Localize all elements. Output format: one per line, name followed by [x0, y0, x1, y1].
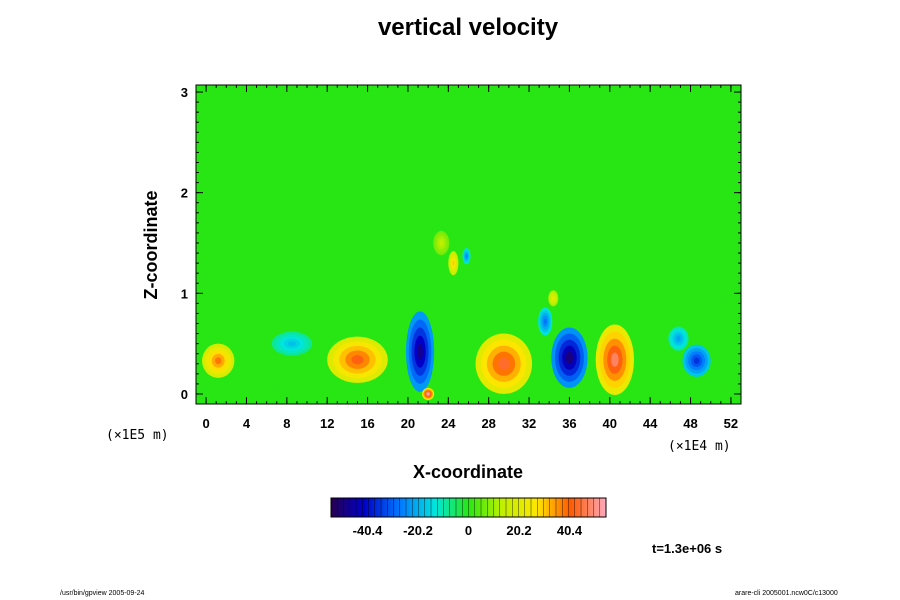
heatmap-cell-5 — [551, 327, 588, 388]
colorbar-tick-label: -40.4 — [353, 523, 383, 538]
colorbar-ticks: -40.4 -20.2 0 20.2 40.4 — [330, 498, 607, 538]
heatmap-cell-4 — [475, 333, 533, 394]
heatmap-contour — [693, 357, 700, 364]
heatmap-cell-14 — [433, 230, 450, 256]
heatmap-contour — [565, 351, 574, 364]
colorbar-tick-label: 0 — [465, 523, 472, 538]
y-tick-label: 1 — [181, 286, 188, 301]
x-axis-unit: (×1E4 m) — [668, 439, 731, 454]
heatmap-cell-13 — [422, 387, 435, 400]
heatmap-cell-11 — [538, 307, 553, 336]
y-axis-title: Z-coordinate — [141, 190, 161, 299]
x-tick-label: 12 — [320, 416, 334, 431]
heatmap-contour — [214, 357, 222, 365]
heatmap-cell-0 — [202, 343, 235, 378]
x-tick-label: 8 — [283, 416, 290, 431]
x-tick-label: 48 — [683, 416, 697, 431]
heatmap-contour — [417, 343, 423, 360]
x-tick-label: 32 — [522, 416, 536, 431]
heatmap-cell-9 — [448, 251, 459, 276]
heatmap-cell-10 — [462, 248, 471, 265]
x-tick-label: 44 — [643, 416, 658, 431]
chart-title: vertical velocity — [377, 14, 559, 41]
footer-left: /usr/bin/gpview 2005-09-24 — [60, 590, 145, 597]
heatmap-contour — [287, 341, 296, 347]
heatmap-cell-2 — [327, 336, 388, 383]
colorbar-tick-label: 40.4 — [557, 523, 583, 538]
x-tick-label: 0 — [202, 416, 209, 431]
heatmap-contour — [452, 260, 455, 266]
heatmap-contour — [498, 357, 510, 370]
x-tick-label: 40 — [603, 416, 617, 431]
x-tick-label: 4 — [243, 416, 251, 431]
time-label: t=1.3e+06 s — [652, 541, 722, 556]
y-tick-label: 0 — [181, 387, 188, 402]
x-tick-label: 16 — [360, 416, 374, 431]
heatmap-contour — [465, 254, 468, 258]
y-tick-label: 3 — [181, 85, 188, 100]
heatmap-cell-12 — [548, 290, 559, 307]
x-axis-title: X-coordinate — [413, 462, 523, 482]
x-tick-label: 52 — [724, 416, 738, 431]
heatmap-contour — [426, 392, 430, 396]
heatmap-cell-1 — [271, 331, 313, 356]
heatmap-background — [196, 85, 741, 404]
x-tick-label: 36 — [562, 416, 576, 431]
heatmap-contour — [351, 355, 364, 365]
x-tick-label: 28 — [481, 416, 495, 431]
heatmap-contour — [676, 336, 681, 342]
footer-right: arare-cli 2005001.ncw0C/c13000 — [735, 590, 838, 597]
colorbar-tick-label: -20.2 — [403, 523, 433, 538]
heatmap-contour — [552, 296, 555, 300]
heatmap-contour — [611, 352, 619, 367]
heatmap-contour — [439, 240, 443, 246]
x-tick-label: 24 — [441, 416, 456, 431]
heatmap-cell-8 — [668, 326, 689, 351]
heatmap-cell-6 — [595, 324, 635, 395]
heatmap-contour — [543, 318, 547, 325]
heatmap-field — [196, 85, 741, 404]
heatmap-cell-3 — [405, 311, 435, 392]
x-tick-label: 20 — [401, 416, 415, 431]
y-axis-unit: (×1E5 m) — [106, 428, 169, 443]
y-tick-label: 2 — [181, 186, 188, 201]
colorbar-tick-label: 20.2 — [506, 523, 531, 538]
heatmap-cell-7 — [682, 344, 711, 377]
